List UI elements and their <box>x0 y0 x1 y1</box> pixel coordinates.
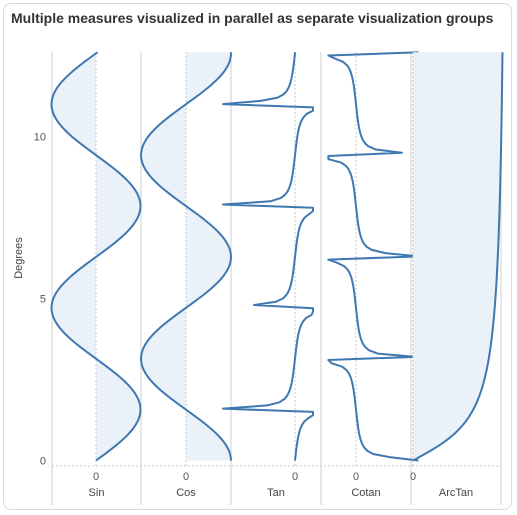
series-line-tan <box>222 52 314 461</box>
group-label-tan: Tan <box>267 487 285 499</box>
x-tick-label: 0 <box>292 471 298 483</box>
x-tick-label: 0 <box>183 471 189 483</box>
series-area-arctan <box>413 52 503 461</box>
group-label-arctan: ArcTan <box>439 487 473 499</box>
y-axis-label: Degrees <box>13 237 25 279</box>
group-label-sin: Sin <box>89 487 105 499</box>
y-tick-label: 10 <box>34 132 46 144</box>
series-line-arctan <box>412 52 504 462</box>
x-tick-label: 0 <box>410 471 416 483</box>
x-tick-label: 0 <box>353 471 359 483</box>
series-line-cotan <box>327 51 420 462</box>
group-label-cotan: Cotan <box>351 487 380 499</box>
series-line-cos <box>140 52 232 461</box>
chart-title: Multiple measures visualized in parallel… <box>11 10 494 26</box>
series-line-sin <box>50 51 142 462</box>
group-label-cos: Cos <box>176 487 196 499</box>
y-tick-label: 0 <box>40 456 46 468</box>
x-tick-label: 0 <box>93 471 99 483</box>
y-tick-label: 5 <box>40 294 46 306</box>
